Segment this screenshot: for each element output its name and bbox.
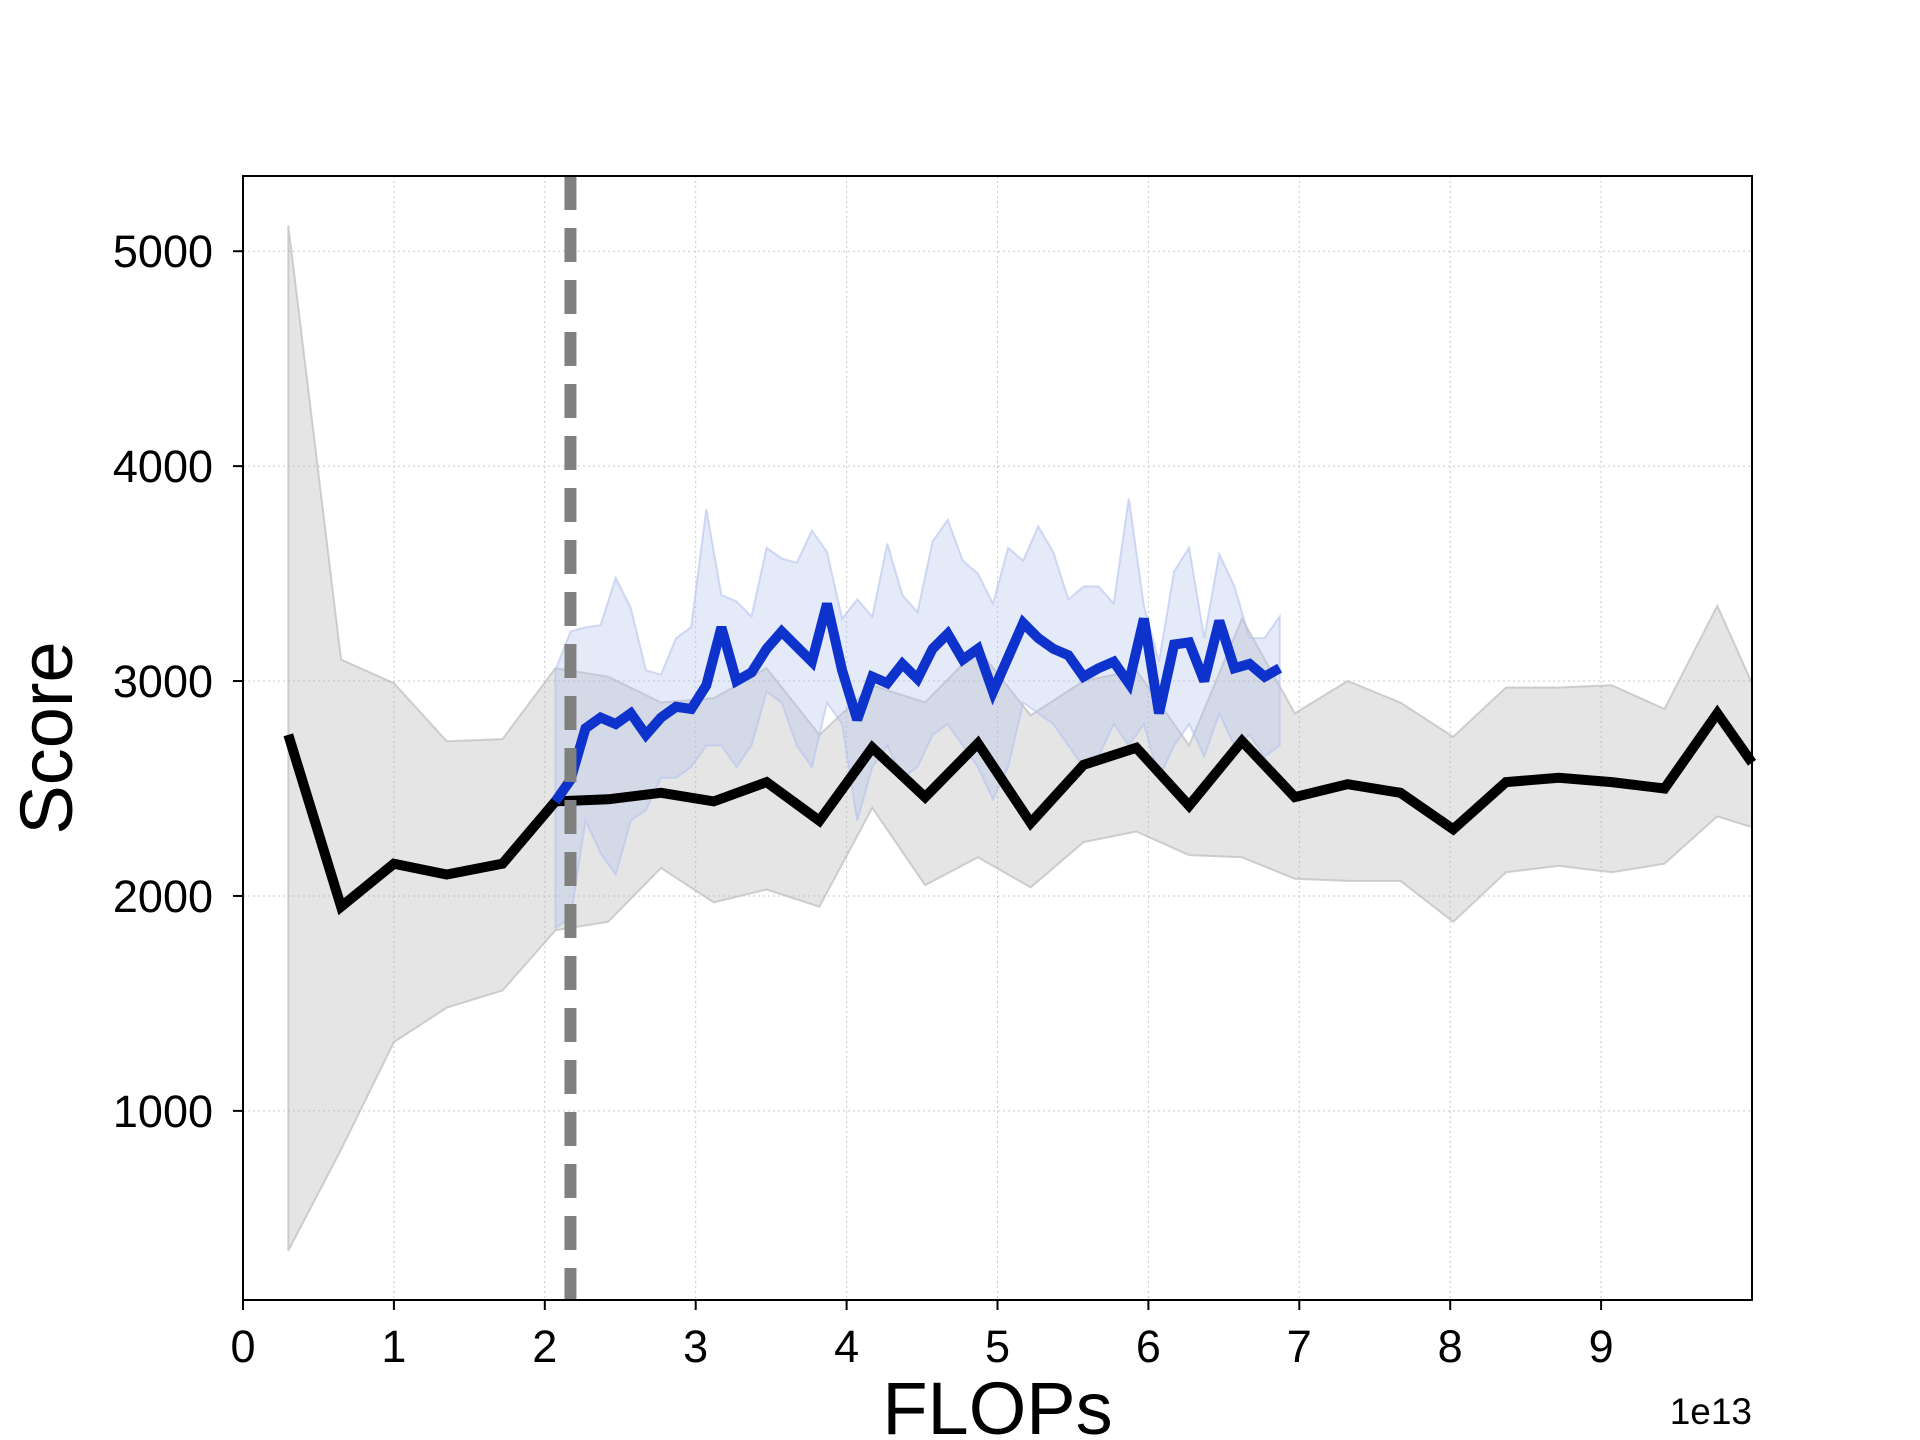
y-tick-label: 4000	[113, 441, 213, 492]
y-axis-label: Score	[5, 641, 88, 834]
x-tick-label: 2	[532, 1321, 557, 1372]
series-0-band	[287, 225, 1753, 1252]
x-tick-label: 3	[683, 1321, 708, 1372]
y-tick-label: 3000	[113, 656, 213, 707]
x-tick-label: 8	[1438, 1321, 1463, 1372]
series-0-line	[283, 704, 1757, 916]
grid-layer	[243, 176, 1752, 1300]
x-tick-label: 9	[1589, 1321, 1614, 1372]
x-tick-label: 1	[381, 1321, 406, 1372]
y-tick-label: 5000	[113, 226, 213, 277]
x-tick-label: 7	[1287, 1321, 1312, 1372]
axis-ticks: 0 1 2 3 4 5 6 7 8 9 1000 2000 3000 4000 5000	[113, 226, 1614, 1372]
x-tick-label: 4	[834, 1321, 859, 1372]
x-axis-offset-label: 1e13	[1670, 1391, 1752, 1432]
y-tick-label: 1000	[113, 1086, 213, 1137]
x-axis-label: FLOPs	[882, 1367, 1112, 1440]
x-tick-label: 5	[985, 1321, 1010, 1372]
confidence-bands	[287, 225, 1753, 1252]
y-tick-label: 2000	[113, 871, 213, 922]
series-1-band	[554, 498, 1281, 931]
x-tick-label: 0	[230, 1321, 255, 1372]
x-tick-label: 6	[1136, 1321, 1161, 1372]
series-lines	[283, 602, 1757, 916]
series-1-line	[551, 602, 1283, 805]
